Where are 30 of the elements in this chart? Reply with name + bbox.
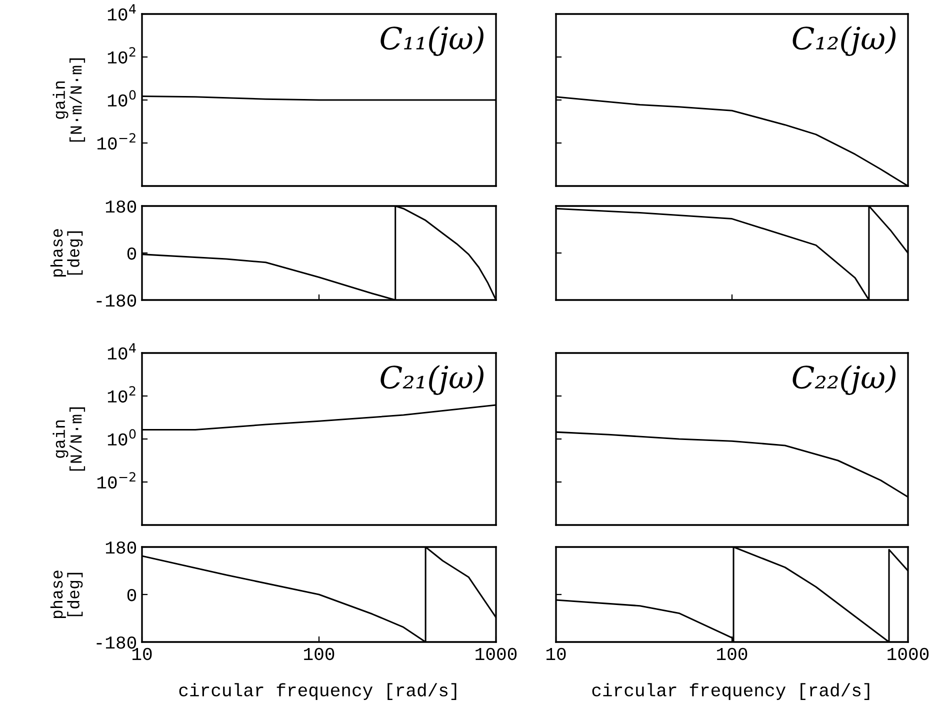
y-tick-label: 10$^{0}$ [108,429,136,446]
y-axis-title: gain [N·m/N·m] [52,58,86,142]
y-axis-title: phase [deg] [50,229,83,277]
y-tick-label: 10$^{−2}$ [97,133,136,150]
y-tick-label: 10$^{4}$ [108,343,136,360]
y-tick-label: 0 [127,247,136,260]
x-tick-label: 100 [717,648,748,660]
chart-title: C₂₂(jω) [792,365,896,396]
y-tick-label: 10$^{−2}$ [97,472,136,489]
x-axis-title: circular frequency [rad/s] [179,683,456,700]
y-tick-label: -180 [96,294,136,307]
x-axis-title: circular frequency [rad/s] [592,683,870,700]
y-tick-label: 10$^{4}$ [108,4,136,21]
y-tick-label: 10$^{0}$ [108,90,136,107]
y-axis-title: gain [N/N·m] [52,407,86,471]
chart-title: C₁₂(jω) [792,26,896,56]
chart-title: C₂₁(jω) [380,365,484,396]
y-tick-label: 180 [106,200,136,213]
y-tick-label: -180 [96,636,136,649]
x-tick-label: 100 [304,648,334,660]
y-axis-title: phase [deg] [50,570,83,618]
x-tick-label: 10 [132,648,152,660]
x-tick-label: 10 [546,648,566,660]
x-tick-label: 1000 [888,648,929,660]
y-tick-label: 0 [127,588,136,602]
y-tick-label: 180 [106,541,136,554]
y-tick-label: 10$^{2}$ [108,386,136,403]
x-tick-label: 1000 [476,648,517,660]
y-tick-label: 10$^{2}$ [108,47,136,64]
chart-title: C₁₁(jω) [380,26,484,56]
